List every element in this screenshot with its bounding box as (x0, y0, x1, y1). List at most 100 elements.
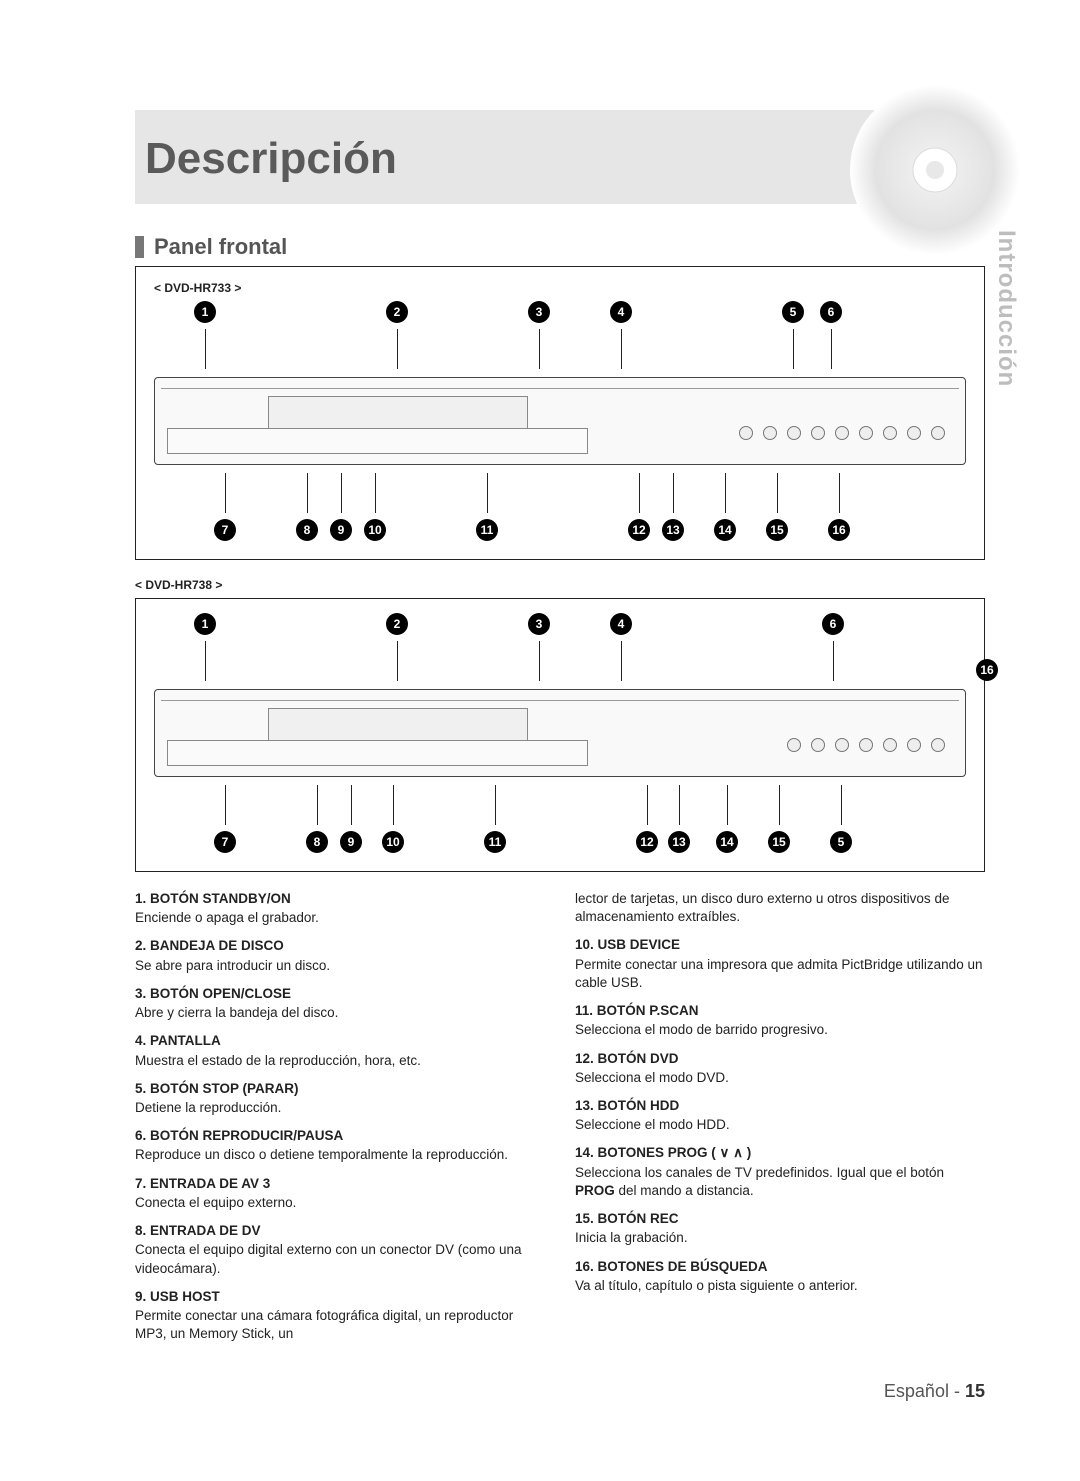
callout-badge: 5 (830, 831, 852, 853)
callout-row-a-bottom: 78910111213141516 (154, 513, 966, 541)
description-title: 14. BOTONES PROG ( ∨ ∧ ) (575, 1144, 985, 1162)
callout-badge: 6 (820, 301, 842, 323)
callout-badge: 12 (628, 519, 650, 541)
description-title: 1. BOTÓN STANDBY/ON (135, 890, 545, 908)
description-body: Permite conectar una cámara fotográfica … (135, 1307, 545, 1343)
diagram-hr733: < DVD-HR733 > 123456 78910111213141516 (135, 266, 985, 560)
description-body: Enciende o apaga el grabador. (135, 909, 545, 927)
description-title: 4. PANTALLA (135, 1032, 545, 1050)
callout-badge: 16 (828, 519, 850, 541)
description-item: 11. BOTÓN P.SCANSelecciona el modo de ba… (575, 1002, 985, 1039)
callout-badge: 1 (194, 301, 216, 323)
section-title: Panel frontal (154, 234, 287, 260)
description-item: 10. USB DEVICE Permite conectar una impre… (575, 936, 985, 992)
description-body: Reproduce un disco o detiene temporalmen… (135, 1146, 545, 1164)
description-title: 13. BOTÓN HDD (575, 1097, 985, 1115)
description-item: 6. BOTÓN REPRODUCIR/PAUSAReproduce un di… (135, 1127, 545, 1164)
callout-row-a-top: 1 2 3 4 56 (154, 301, 966, 329)
description-title: 6. BOTÓN REPRODUCIR/PAUSA (135, 1127, 545, 1145)
description-item: 13. BOTÓN HDDSeleccione el modo HDD. (575, 1097, 985, 1134)
callout-badge: 9 (340, 831, 362, 853)
description-item: 7. ENTRADA DE AV 3Conecta el equipo exte… (135, 1175, 545, 1212)
description-body: Va al título, capítulo o pista siguiente… (575, 1277, 985, 1295)
diagram-hr738: 1 2 3 4 6 7 89 10 11 12 13 14 15 5 1 6 (135, 598, 985, 872)
callout-badge: 13 (662, 519, 684, 541)
description-item: 9. USB HOSTPermite conectar una cámara f… (135, 1288, 545, 1344)
callout-badge: 11 (476, 519, 498, 541)
description-item: 3. BOTÓN OPEN/CLOSEAbre y cierra la band… (135, 985, 545, 1022)
page-footer: Español - 15 (135, 1381, 985, 1402)
description-item: 16. BOTONES DE BÚSQUEDAVa al título, cap… (575, 1258, 985, 1295)
description-title: 16. BOTONES DE BÚSQUEDA (575, 1258, 985, 1276)
callout-badge: 14 (716, 831, 738, 853)
description-body: Conecta el equipo externo. (135, 1194, 545, 1212)
description-col-right: lector de tarjetas, un disco duro extern… (575, 890, 985, 1353)
description-continuation: lector de tarjetas, un disco duro extern… (575, 890, 985, 926)
callout-badge: 9 (330, 519, 352, 541)
description-body: Inicia la grabación. (575, 1229, 985, 1247)
callout-badge: 8 (306, 831, 328, 853)
description-title: 10. USB DEVICE (575, 936, 985, 954)
callout-badge: 10 (364, 519, 386, 541)
description-item: 15. BOTÓN RECInicia la grabación. (575, 1210, 985, 1247)
callout-badge: 10 (382, 831, 404, 853)
description-title: 2. BANDEJA DE DISCO (135, 937, 545, 955)
callout-badge: 4 (610, 613, 632, 635)
description-item: 14. BOTONES PROG ( ∨ ∧ ) Selecciona los c… (575, 1144, 985, 1200)
callout-badge: 8 (296, 519, 318, 541)
description-col-left: 1. BOTÓN STANDBY/ONEnciende o apaga el g… (135, 890, 545, 1353)
footer-page-number: 15 (965, 1381, 985, 1401)
callout-badge: 13 (668, 831, 690, 853)
description-body: Se abre para introducir un disco. (135, 957, 545, 975)
callout-badge: 5 (782, 301, 804, 323)
description-body: Selecciona el modo de barrido progresivo… (575, 1021, 985, 1039)
description-title: 12. BOTÓN DVD (575, 1050, 985, 1068)
callout-side-16: 16 (976, 659, 998, 681)
callout-badge: 1 (194, 613, 216, 635)
description-body: Seleccione el modo HDD. (575, 1116, 985, 1134)
callout-badge: 4 (610, 301, 632, 323)
description-body: Selecciona los canales de TV predefinido… (575, 1164, 985, 1200)
callout-badge: 12 (636, 831, 658, 853)
model-label-b: < DVD-HR738 > (135, 578, 985, 592)
callout-badge: 3 (528, 301, 550, 323)
description-columns: 1. BOTÓN STANDBY/ONEnciende o apaga el g… (135, 890, 985, 1353)
description-title: 9. USB HOST (135, 1288, 545, 1306)
description-title: 7. ENTRADA DE AV 3 (135, 1175, 545, 1193)
footer-sep: - (949, 1381, 965, 1401)
description-title: 11. BOTÓN P.SCAN (575, 1002, 985, 1020)
callout-badge: 7 (214, 831, 236, 853)
description-body: Permite conectar una impresora que admit… (575, 956, 985, 992)
description-title: 15. BOTÓN REC (575, 1210, 985, 1228)
callout-badge: 11 (484, 831, 506, 853)
callout-badge: 15 (768, 831, 790, 853)
description-item: 1. BOTÓN STANDBY/ONEnciende o apaga el g… (135, 890, 545, 927)
description-body: Abre y cierra la bandeja del disco. (135, 1004, 545, 1022)
header-block: Descripción (135, 110, 985, 204)
description-body: Conecta el equipo digital externo con un… (135, 1241, 545, 1277)
footer-language: Español (884, 1381, 949, 1401)
description-title: 3. BOTÓN OPEN/CLOSE (135, 985, 545, 1003)
callout-badge: 3 (528, 613, 550, 635)
description-item: 8. ENTRADA DE DVConecta el equipo digita… (135, 1222, 545, 1278)
section-bar-icon (135, 236, 144, 258)
description-body: Muestra el estado de la reproducción, ho… (135, 1052, 545, 1070)
callout-badge: 7 (214, 519, 236, 541)
callout-badge: 2 (386, 301, 408, 323)
description-item: 2. BANDEJA DE DISCO Se abre para introduc… (135, 937, 545, 974)
description-title: 8. ENTRADA DE DV (135, 1222, 545, 1240)
callout-badge: 2 (386, 613, 408, 635)
description-item: 5. BOTÓN STOP (PARAR)Detiene la reproduc… (135, 1080, 545, 1117)
description-body: Selecciona el modo DVD. (575, 1069, 985, 1087)
description-item: 4. PANTALLA Muestra el estado de la repro… (135, 1032, 545, 1069)
callout-badge: 6 (822, 613, 844, 635)
callout-row-b-top: 1 2 3 4 6 (154, 613, 966, 641)
model-label-a: < DVD-HR733 > (154, 281, 966, 295)
device-illustration-a (154, 377, 966, 465)
device-illustration-b (154, 689, 966, 777)
description-item: 12. BOTÓN DVDSelecciona el modo DVD. (575, 1050, 985, 1087)
description-body: Detiene la reproducción. (135, 1099, 545, 1117)
side-tab-introduccion: Introducción (992, 230, 1020, 387)
callout-badge: 14 (714, 519, 736, 541)
callout-row-b-bottom: 7 89 10 11 12 13 14 15 5 (154, 825, 966, 853)
